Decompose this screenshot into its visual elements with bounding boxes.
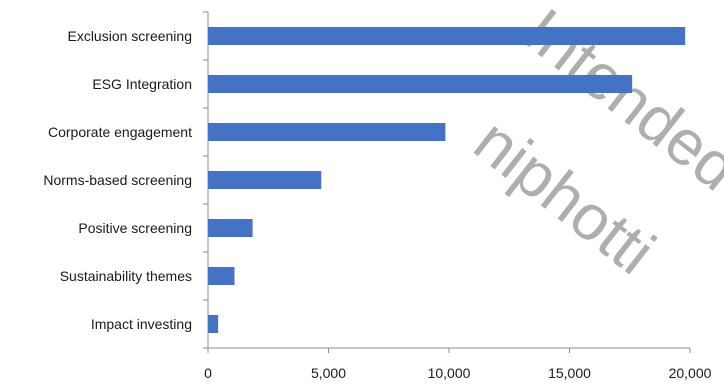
category-label: ESG Integration bbox=[92, 76, 192, 92]
bar-esg-integration bbox=[208, 75, 633, 93]
bar-impact-investing bbox=[208, 315, 219, 333]
category-label: Positive screening bbox=[78, 220, 192, 236]
x-tick-label: 0 bbox=[204, 365, 212, 381]
x-tick-labels: 0 5,000 10,000 15,000 20,000 bbox=[204, 365, 712, 381]
x-tick-label: 20,000 bbox=[669, 365, 712, 381]
bar-sustainability-themes bbox=[208, 267, 235, 285]
x-tick-label: 10,000 bbox=[428, 365, 471, 381]
category-label: Sustainability themes bbox=[60, 268, 192, 284]
category-label: Norms-based screening bbox=[43, 172, 192, 188]
x-tick-label: 5,000 bbox=[311, 365, 346, 381]
bar-exclusion-screening bbox=[208, 27, 686, 45]
x-tick-label: 15,000 bbox=[548, 365, 591, 381]
category-label: Impact investing bbox=[91, 316, 192, 332]
bars bbox=[208, 27, 686, 333]
category-label: Exclusion screening bbox=[67, 28, 192, 44]
category-labels: Exclusion screening ESG Integration Corpor… bbox=[43, 28, 192, 332]
bar-norms-based-screening bbox=[208, 171, 322, 189]
category-label: Corporate engagement bbox=[48, 124, 192, 140]
bar-corporate-engagement bbox=[208, 123, 446, 141]
bar-positive-screening bbox=[208, 219, 253, 237]
